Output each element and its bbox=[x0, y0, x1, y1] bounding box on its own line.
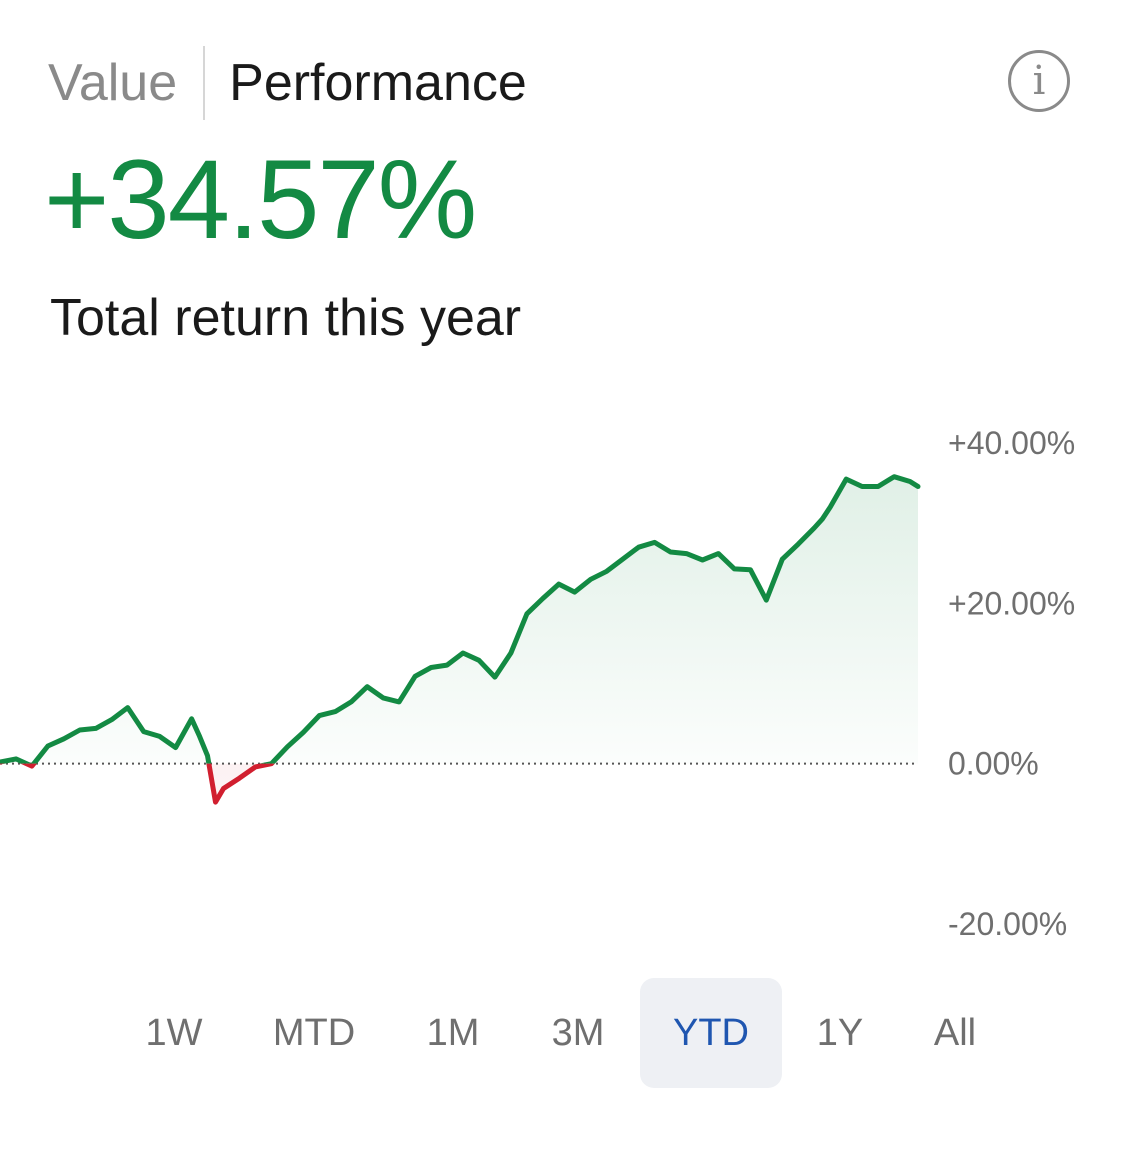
negative-area-fill bbox=[0, 763, 918, 803]
y-tick-label: 0.00% bbox=[948, 746, 1039, 782]
view-tabs: Value Performance bbox=[48, 46, 527, 120]
tab-value[interactable]: Value bbox=[48, 54, 178, 112]
range-1w-button[interactable]: 1W bbox=[145, 1011, 203, 1054]
range-mtd-button[interactable]: MTD bbox=[272, 1011, 356, 1054]
range-all-button[interactable]: All bbox=[933, 1011, 977, 1054]
y-tick-label: +40.00% bbox=[948, 425, 1075, 461]
info-icon[interactable]: i bbox=[1008, 50, 1070, 112]
total-return-caption: Total return this year bbox=[50, 289, 522, 347]
range-3m-button[interactable]: 3M bbox=[551, 1011, 605, 1054]
range-1m-button[interactable]: 1M bbox=[426, 1011, 480, 1054]
range-1y-button[interactable]: 1Y bbox=[816, 1011, 864, 1054]
positive-area-fill bbox=[0, 476, 918, 764]
range-selector: 1W MTD 1M 3M YTD 1Y All bbox=[0, 978, 1125, 1088]
return-line-positive bbox=[0, 474, 921, 764]
performance-chart[interactable]: +40.00% +20.00% 0.00% -20.00% bbox=[0, 380, 1125, 970]
y-tick-label: -20.00% bbox=[948, 906, 1067, 942]
tab-performance[interactable]: Performance bbox=[229, 54, 527, 112]
tab-divider bbox=[203, 46, 206, 120]
range-ytd-button[interactable]: YTD bbox=[640, 978, 782, 1088]
total-return-value: +34.57% bbox=[44, 137, 477, 262]
y-tick-label: +20.00% bbox=[948, 585, 1075, 621]
